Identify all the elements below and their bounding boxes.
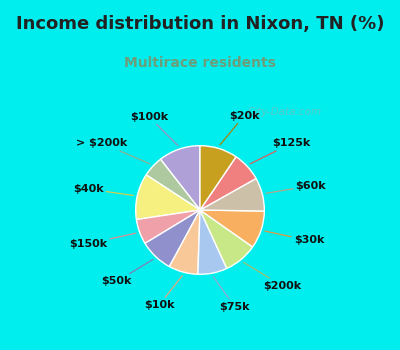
Wedge shape [200,146,236,210]
Wedge shape [200,178,264,211]
Text: $20k: $20k [220,111,260,145]
Wedge shape [136,175,200,219]
Wedge shape [169,210,200,274]
Text: $125k: $125k [250,138,311,164]
Wedge shape [198,210,227,274]
Text: $100k: $100k [130,112,178,146]
Text: $30k: $30k [265,231,324,245]
Text: $10k: $10k [144,276,182,310]
Wedge shape [146,159,200,210]
Text: $75k: $75k [214,277,250,312]
Wedge shape [136,210,200,243]
Wedge shape [200,210,264,247]
Text: Multirace residents: Multirace residents [124,56,276,70]
Text: $150k: $150k [69,233,136,248]
Text: City-Data.com: City-Data.com [248,107,322,117]
Wedge shape [145,210,200,267]
Text: $200k: $200k [244,262,301,291]
Text: $60k: $60k [266,181,326,193]
Text: $40k: $40k [73,184,133,195]
Text: $50k: $50k [102,259,153,286]
Text: Income distribution in Nixon, TN (%): Income distribution in Nixon, TN (%) [16,15,384,34]
Wedge shape [200,210,253,268]
Wedge shape [160,146,200,210]
Text: > $200k: > $200k [76,138,150,164]
Wedge shape [200,157,256,210]
